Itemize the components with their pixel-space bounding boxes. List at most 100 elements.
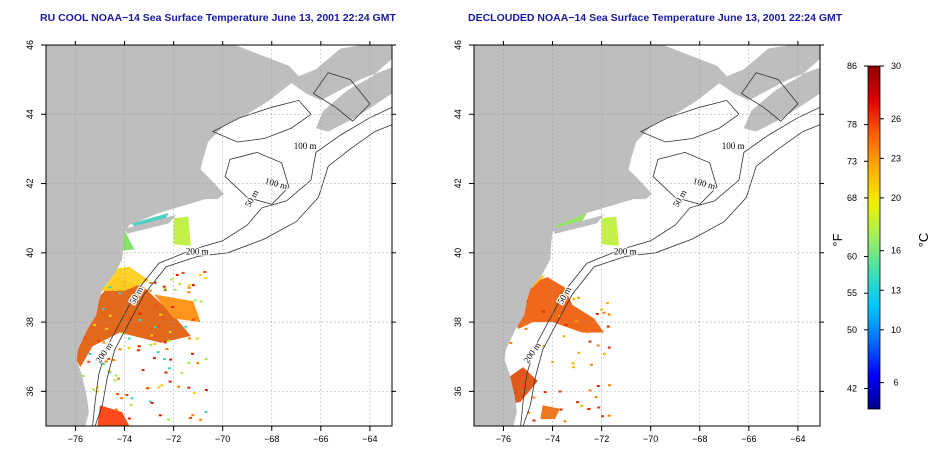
sst-pixel [156, 325, 160, 328]
celsius-tick-label: 16 [891, 246, 901, 256]
contour-label: 100 m [294, 141, 317, 151]
sst-pixel [542, 345, 546, 347]
sst-pixel [129, 317, 132, 320]
lat-tick-label: 42 [453, 179, 463, 189]
celsius-tick-label: 10 [891, 325, 901, 335]
sst-pixel [602, 311, 606, 314]
fahrenheit-axis-label: °F [830, 233, 845, 246]
lon-tick-label: −74 [545, 434, 560, 444]
sst-pixel [607, 313, 611, 316]
lat-tick-label: 42 [25, 179, 35, 189]
sst-pixel [83, 336, 87, 339]
sst-pixel [175, 274, 179, 276]
sst-pixel [167, 418, 170, 421]
sst-pixel [153, 343, 157, 345]
celsius-tick-label: 6 [893, 378, 898, 388]
sst-pixel [607, 414, 611, 417]
sst-pixel [97, 340, 101, 342]
map-frame [45, 44, 393, 427]
sst-pixel [191, 284, 195, 287]
sst-pixel [129, 403, 133, 406]
lon-tick-label: −76 [496, 434, 511, 444]
sst-pixel [112, 359, 116, 362]
sst-pixel [104, 360, 108, 363]
sst-pixel [168, 380, 172, 383]
sst-pixel [114, 408, 118, 411]
sst-patch [154, 294, 201, 323]
contour-200m [522, 124, 820, 426]
sst-pixel [187, 361, 191, 364]
sst-pixel [168, 367, 171, 370]
sst-pixel [141, 369, 145, 372]
sst-pixel [130, 397, 134, 400]
sst-pixel [92, 388, 96, 391]
map-grid [46, 45, 392, 426]
celsius-tick-label: 23 [891, 153, 901, 163]
lon-tick-label: −76 [68, 434, 83, 444]
sst-pixel [113, 379, 117, 382]
sst-patch [550, 213, 587, 229]
lat-tick-label: 46 [25, 40, 35, 50]
sst-pixel [196, 362, 200, 365]
sst-pixel [95, 386, 99, 389]
sst-pixel [572, 366, 576, 369]
sst-pixel [127, 347, 131, 350]
sst-pixel [173, 288, 177, 291]
sst-pixel [152, 357, 156, 360]
celsius-tick-label: 30 [891, 61, 901, 71]
sst-pixel [590, 363, 593, 366]
sst-pixel [138, 312, 142, 315]
sst-patch [97, 405, 130, 426]
sst-pixel [608, 384, 611, 387]
sst-pixel [587, 408, 591, 410]
sst-pixel [193, 299, 197, 302]
lon-tick-label: −72 [594, 434, 609, 444]
sst-pixel [204, 411, 208, 414]
sst-pixel [95, 390, 99, 393]
contour-label: 200 m [186, 247, 209, 257]
contour-100m [92, 106, 392, 426]
sst-pixel [120, 397, 123, 400]
lat-tick-label: 46 [453, 40, 463, 50]
fahrenheit-tick-label: 50 [847, 325, 857, 335]
sst-pixel [576, 401, 579, 404]
fahrenheit-tick-label: 78 [847, 120, 857, 130]
contour-label: 100 m [722, 141, 745, 151]
lat-tick-label: 38 [453, 317, 463, 327]
sst-pixel [191, 318, 195, 321]
lat-tick-label: 40 [453, 248, 463, 258]
celsius-tick-label: 13 [891, 285, 901, 295]
sst-pixel [193, 317, 197, 320]
sst-pixel [189, 416, 192, 419]
lon-tick-label: −64 [790, 434, 805, 444]
sst-pixel [118, 348, 122, 351]
sst-pixel [160, 384, 164, 387]
sst-pixel [562, 335, 566, 338]
sst-pixel [150, 334, 154, 337]
sst-pixel [157, 386, 161, 389]
sst-pixel [577, 296, 580, 299]
sst-pixel [170, 278, 174, 281]
fahrenheit-tick-label: 42 [847, 383, 857, 393]
sst-pixel [156, 351, 160, 354]
lon-tick-label: −68 [692, 434, 707, 444]
sst-pixel [171, 306, 175, 309]
sst-pixel [577, 351, 581, 354]
contour-50m [740, 72, 799, 122]
sst-pixel [585, 331, 589, 334]
lat-tick-label: 44 [453, 109, 463, 119]
land-mass [46, 45, 392, 426]
sst-pixel [169, 358, 173, 361]
sst-pixel [117, 377, 121, 380]
sst-pixel [108, 314, 112, 317]
sst-pixel [148, 289, 152, 292]
sst-pixel [191, 352, 194, 355]
sst-pixel [199, 418, 203, 421]
sst-pixel [93, 324, 97, 326]
sst-pixel [167, 339, 171, 342]
sst-pixel [162, 285, 166, 288]
lat-tick-label: 36 [453, 386, 463, 396]
